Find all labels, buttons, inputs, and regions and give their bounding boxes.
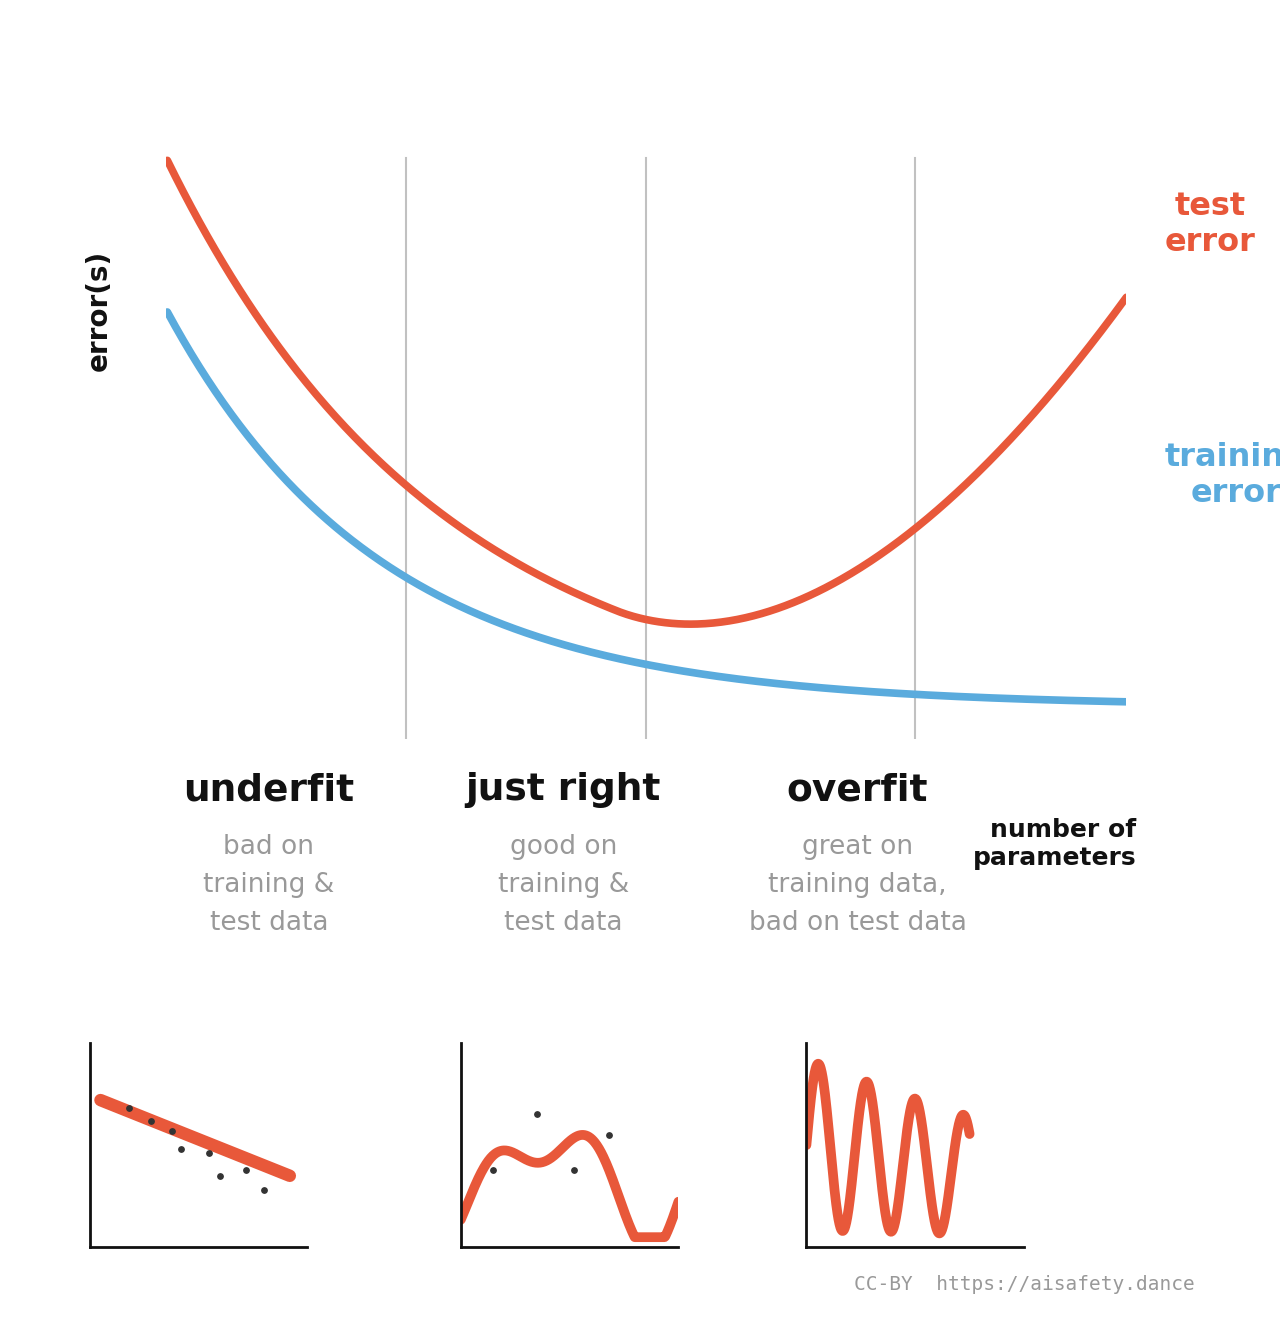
- Point: [484, 1159, 504, 1180]
- Text: training
error: training error: [1165, 442, 1280, 508]
- Point: [141, 1110, 161, 1131]
- Point: [599, 1125, 620, 1146]
- Text: great on
training data,
bad on test data: great on training data, bad on test data: [749, 834, 966, 936]
- Point: [236, 1159, 256, 1180]
- Text: error(s): error(s): [86, 249, 113, 371]
- Text: CC-BY  https://aisafety.dance: CC-BY https://aisafety.dance: [854, 1275, 1194, 1294]
- Text: just right: just right: [466, 772, 660, 808]
- Text: underfit: underfit: [183, 772, 355, 808]
- Point: [170, 1139, 191, 1160]
- Text: good on
training &
test data: good on training & test data: [498, 834, 628, 936]
- Point: [200, 1143, 220, 1164]
- Text: overfit: overfit: [787, 772, 928, 808]
- Point: [210, 1166, 230, 1187]
- Text: bad on
training &
test data: bad on training & test data: [204, 834, 334, 936]
- Point: [563, 1159, 584, 1180]
- Point: [163, 1121, 183, 1142]
- Point: [253, 1180, 274, 1201]
- Point: [527, 1104, 548, 1125]
- Text: number of
parameters: number of parameters: [973, 818, 1137, 870]
- Text: test
error: test error: [1165, 191, 1256, 257]
- Point: [119, 1098, 140, 1119]
